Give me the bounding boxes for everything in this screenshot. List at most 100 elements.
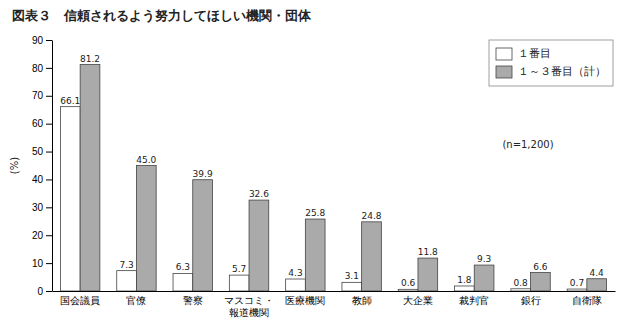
legend-item: １～３番目（計）	[496, 65, 606, 78]
y-tick: 80	[32, 63, 52, 74]
y-axis-line	[52, 41, 53, 292]
data-labels: 66.17.36.35.74.33.10.61.80.80.781.245.03…	[60, 54, 604, 289]
y-tick: 40	[32, 174, 52, 185]
y-tick-label: 60	[32, 118, 44, 129]
y-tick-mark	[46, 152, 52, 153]
x-tick-label-line: 自衛隊	[572, 295, 602, 306]
y-tick-label: 30	[32, 202, 44, 213]
bar	[117, 271, 137, 291]
y-tick-label: 90	[32, 35, 44, 46]
y-tick-mark	[46, 179, 52, 180]
bar	[531, 273, 551, 291]
data-label: 6.3	[176, 262, 190, 272]
data-label: 6.6	[533, 262, 548, 272]
data-label: 32.6	[249, 189, 269, 199]
bar	[136, 166, 156, 292]
x-tick: 自衛隊	[572, 295, 602, 306]
y-tick-mark	[46, 207, 52, 208]
bar	[80, 65, 100, 291]
data-label: 81.2	[80, 54, 100, 64]
x-tick-label-line: 大企業	[403, 295, 433, 306]
y-tick-mark	[46, 263, 52, 264]
y-tick-label: 20	[32, 230, 44, 241]
y-tick-mark	[46, 291, 52, 292]
x-tick-label: 大企業	[403, 295, 433, 306]
y-tick: 60	[32, 118, 52, 129]
y-tick: 90	[32, 35, 52, 46]
bar	[305, 219, 325, 291]
x-tick-label: 裁判官	[459, 295, 489, 306]
data-label: 5.7	[232, 264, 246, 274]
data-label: 1.8	[457, 275, 472, 285]
x-tick-label: 官僚	[126, 295, 146, 306]
bar	[418, 258, 438, 291]
x-tick: 医療機関	[285, 295, 325, 306]
legend-item: １番目	[496, 47, 551, 60]
data-label: 66.1	[60, 96, 80, 106]
y-tick-label: 80	[32, 63, 44, 74]
bar	[60, 107, 80, 291]
legend-label: １番目	[518, 47, 551, 60]
y-axis-title: (%)	[9, 157, 20, 174]
x-tick-label-line: 銀行	[521, 295, 541, 306]
y-tick-mark	[46, 68, 52, 69]
chart-container: 図表３ 信頼されるよう努力してほしい機関・団体66.17.36.35.74.33…	[0, 0, 627, 329]
y-tick: 0	[37, 286, 52, 297]
x-tick-label: 国会議員	[60, 295, 100, 306]
title: 図表３ 信頼されるよう努力してほしい機関・団体	[12, 8, 312, 23]
y-tick: 20	[32, 230, 52, 241]
bar	[362, 222, 382, 291]
data-label: 7.3	[119, 260, 133, 270]
y-tick-mark	[46, 40, 52, 41]
x-axis: 国会議員 官僚 警察 マスコミ・報道機関医療機関 教師 大企業 裁判官 銀行 自衛隊	[53, 292, 616, 318]
x-tick-label-line: 教師	[352, 295, 372, 306]
x-tick-label-line: 官僚	[126, 295, 146, 306]
x-tick-label: マスコミ・報道機関	[224, 295, 274, 318]
x-tick: 警察	[183, 295, 203, 306]
bar	[398, 289, 418, 291]
legend: １番目 １～３番目（計）	[489, 40, 613, 86]
x-tick: 官僚	[126, 295, 146, 306]
bar	[567, 289, 587, 291]
y-tick-label: 10	[32, 258, 44, 269]
legend-swatch	[496, 66, 512, 78]
bar	[173, 273, 193, 291]
legend-frame	[489, 40, 613, 86]
y-tick-label: 40	[32, 174, 44, 185]
x-tick-label: 銀行	[521, 295, 541, 306]
data-label: 0.7	[570, 278, 584, 288]
x-tick-label: 教師	[352, 295, 372, 306]
y-tick-mark	[46, 96, 52, 97]
x-tick: 銀行	[521, 295, 541, 306]
data-label: 4.4	[590, 268, 605, 278]
bar	[455, 286, 475, 291]
y-tick-label: 50	[32, 146, 44, 157]
data-label: 3.1	[345, 271, 359, 281]
x-tick-label-line: 警察	[183, 295, 203, 306]
bar	[193, 180, 213, 291]
series-bars	[60, 107, 586, 291]
data-label: 0.8	[514, 278, 529, 288]
y-tick: 50	[32, 146, 52, 157]
data-label: 11.8	[418, 247, 438, 257]
x-tick-label: 警察	[183, 295, 203, 306]
bars	[60, 65, 606, 291]
bar	[249, 200, 269, 291]
x-tick-label-line: 裁判官	[459, 295, 489, 306]
x-tick: 大企業	[403, 295, 433, 306]
chart-svg: 図表３ 信頼されるよう努力してほしい機関・団体66.17.36.35.74.33…	[0, 0, 627, 329]
x-tick: マスコミ・報道機関	[224, 295, 274, 318]
y-tick: 30	[32, 202, 52, 213]
y-axis: 0 10 20 30 40 50 60 70 80 90	[32, 35, 53, 297]
plot: 66.17.36.35.74.33.10.61.80.80.781.245.03…	[9, 35, 616, 318]
x-tick: 裁判官	[459, 295, 489, 306]
y-tick: 70	[32, 90, 52, 101]
x-tick-label: 医療機関	[285, 295, 325, 306]
x-tick-label-line: 医療機関	[285, 295, 325, 306]
legend-label: １～３番目（計）	[518, 65, 606, 78]
bar	[511, 289, 531, 291]
y-tick: 10	[32, 258, 52, 269]
x-axis-line	[53, 291, 616, 292]
data-label: 9.3	[477, 254, 491, 264]
annotation: (n=1,200)	[502, 139, 553, 150]
